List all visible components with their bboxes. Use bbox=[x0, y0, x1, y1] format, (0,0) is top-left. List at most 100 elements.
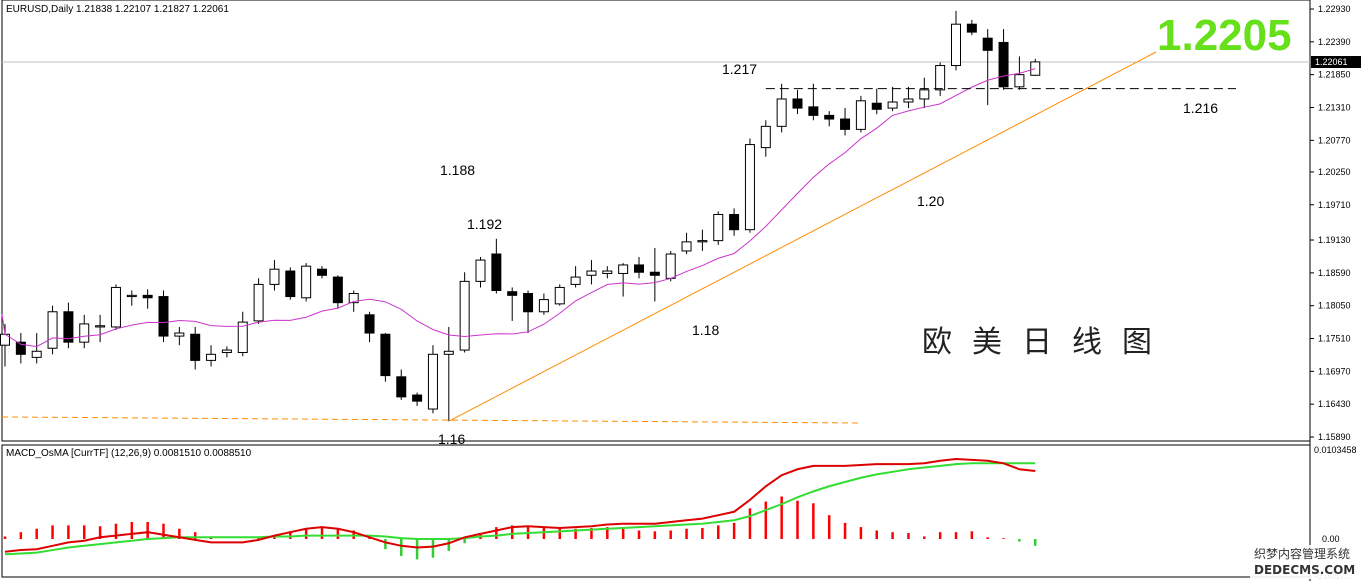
candle bbox=[47, 305, 58, 355]
candle bbox=[618, 263, 629, 297]
candle-body bbox=[380, 333, 391, 377]
candle bbox=[126, 290, 137, 306]
candle-body bbox=[523, 293, 534, 313]
candle-body bbox=[681, 241, 692, 252]
candle bbox=[713, 211, 724, 245]
candle-body bbox=[634, 264, 644, 273]
candle-body bbox=[253, 283, 264, 322]
candle bbox=[570, 266, 581, 288]
candle bbox=[998, 29, 1009, 90]
macd-zero-tick: 0.00 bbox=[1322, 534, 1340, 544]
candle-body bbox=[586, 270, 597, 276]
candle bbox=[507, 287, 518, 321]
candle bbox=[95, 314, 106, 343]
candle bbox=[15, 333, 26, 364]
candle bbox=[364, 311, 375, 343]
price-tick-label: 1.21850 bbox=[1318, 70, 1351, 80]
candle bbox=[523, 290, 534, 334]
candle bbox=[1030, 58, 1041, 76]
price-tick-label: 1.21310 bbox=[1318, 102, 1351, 112]
candle-body bbox=[237, 321, 248, 353]
candle bbox=[538, 293, 549, 315]
chart-symbol: EURUSD,Daily bbox=[6, 4, 73, 15]
candle-body bbox=[301, 265, 312, 299]
price-tick-label: 1.16970 bbox=[1318, 366, 1351, 376]
price-tick-label: 1.19710 bbox=[1318, 200, 1351, 210]
level-label-120: 1.20 bbox=[917, 193, 944, 209]
macd-signal-line bbox=[4, 462, 1036, 556]
chart-ohlc: 1.21838 1.22107 1.21827 1.22061 bbox=[76, 4, 229, 15]
candle-body bbox=[919, 89, 930, 100]
candle-body bbox=[951, 23, 961, 67]
macd-top-tick: 0.0103458 bbox=[1314, 445, 1357, 455]
candle bbox=[887, 86, 898, 112]
price-tick-label: 1.16430 bbox=[1318, 399, 1351, 409]
candle bbox=[79, 314, 90, 349]
chinese-title: 欧美日线图 bbox=[922, 325, 1172, 360]
candle-body bbox=[998, 41, 1009, 88]
candle-body bbox=[396, 376, 407, 398]
candle-body bbox=[79, 323, 90, 343]
candle-body bbox=[729, 213, 740, 231]
watermark-box bbox=[1250, 545, 1360, 579]
candle bbox=[871, 88, 882, 115]
big-price-annotation: 1.2205 bbox=[1157, 11, 1292, 60]
candle-body bbox=[317, 268, 327, 276]
price-tick-label: 1.20250 bbox=[1318, 167, 1351, 177]
watermark-line2: DEDECMS.COM bbox=[1254, 563, 1355, 577]
candle-body bbox=[110, 286, 121, 328]
candle-body bbox=[570, 276, 581, 285]
candle bbox=[824, 111, 835, 127]
candle-body bbox=[618, 264, 629, 274]
current-price-marker bbox=[1311, 56, 1361, 68]
candle-body bbox=[348, 293, 359, 304]
level-label-1217: 1.217 bbox=[722, 61, 757, 77]
price-tick-label: 1.19130 bbox=[1318, 235, 1351, 245]
candle bbox=[808, 83, 819, 121]
candle-body bbox=[966, 23, 977, 33]
moving-average-line bbox=[1, 68, 1036, 348]
support-dash bbox=[1, 416, 863, 424]
current-price-label: 1.22061 bbox=[1315, 57, 1348, 67]
candle bbox=[744, 138, 755, 233]
candle-body bbox=[412, 394, 423, 402]
price-axis: 1.22930 1.22390 1.21850 1.21310 1.20770 1.202… bbox=[1310, 4, 1351, 442]
candle bbox=[443, 326, 454, 422]
candle bbox=[776, 83, 787, 133]
candle-body bbox=[760, 125, 771, 149]
candle bbox=[966, 19, 977, 36]
candle-body bbox=[792, 98, 803, 109]
candle bbox=[142, 289, 153, 309]
candle-body bbox=[126, 294, 137, 298]
candle-body bbox=[15, 341, 26, 355]
price-tick-label: 1.20770 bbox=[1318, 135, 1351, 145]
candle-body bbox=[459, 280, 470, 351]
candle bbox=[269, 260, 280, 291]
candle-body bbox=[190, 333, 201, 361]
candle-body bbox=[840, 118, 851, 130]
candle-body bbox=[824, 114, 835, 120]
candle bbox=[459, 272, 470, 353]
candle bbox=[317, 266, 327, 279]
candle-body bbox=[808, 106, 819, 116]
candle-body bbox=[174, 332, 185, 337]
candle-body bbox=[31, 350, 42, 358]
candle bbox=[332, 275, 343, 309]
candle-body bbox=[744, 144, 755, 231]
candle-body bbox=[935, 65, 946, 91]
candle-body bbox=[142, 294, 153, 299]
candle-body bbox=[507, 291, 518, 296]
support-dash-line bbox=[1, 416, 863, 424]
macd-lines bbox=[4, 458, 1036, 556]
candle bbox=[903, 86, 914, 109]
candle bbox=[634, 257, 644, 279]
price-tick-label: 1.22390 bbox=[1318, 37, 1351, 47]
candle bbox=[919, 77, 930, 109]
watermark-line1: 织梦内容管理系统 bbox=[1254, 546, 1350, 561]
candle-body bbox=[1014, 74, 1025, 88]
candle-body bbox=[697, 240, 708, 243]
candle bbox=[602, 266, 613, 279]
candle-body bbox=[63, 311, 74, 343]
candle bbox=[681, 232, 692, 255]
